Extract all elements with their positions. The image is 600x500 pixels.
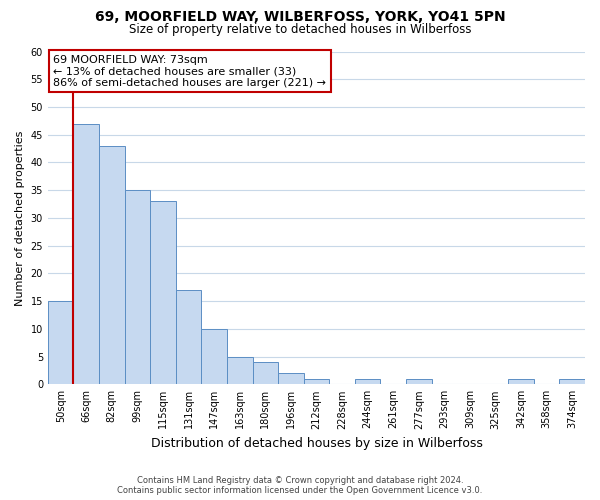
Bar bbox=[227, 356, 253, 384]
Text: 69 MOORFIELD WAY: 73sqm
← 13% of detached houses are smaller (33)
86% of semi-de: 69 MOORFIELD WAY: 73sqm ← 13% of detache… bbox=[53, 55, 326, 88]
Bar bbox=[99, 146, 125, 384]
Bar bbox=[559, 379, 585, 384]
Bar bbox=[125, 190, 150, 384]
Text: Contains HM Land Registry data © Crown copyright and database right 2024.
Contai: Contains HM Land Registry data © Crown c… bbox=[118, 476, 482, 495]
Text: 69, MOORFIELD WAY, WILBERFOSS, YORK, YO41 5PN: 69, MOORFIELD WAY, WILBERFOSS, YORK, YO4… bbox=[95, 10, 505, 24]
Bar bbox=[253, 362, 278, 384]
Bar bbox=[508, 379, 534, 384]
Bar bbox=[355, 379, 380, 384]
Bar bbox=[73, 124, 99, 384]
Bar bbox=[304, 379, 329, 384]
X-axis label: Distribution of detached houses by size in Wilberfoss: Distribution of detached houses by size … bbox=[151, 437, 482, 450]
Bar bbox=[150, 202, 176, 384]
Bar bbox=[48, 301, 73, 384]
Bar bbox=[278, 373, 304, 384]
Text: Size of property relative to detached houses in Wilberfoss: Size of property relative to detached ho… bbox=[129, 22, 471, 36]
Bar bbox=[406, 379, 431, 384]
Bar bbox=[202, 329, 227, 384]
Bar bbox=[176, 290, 202, 384]
Y-axis label: Number of detached properties: Number of detached properties bbox=[15, 130, 25, 306]
